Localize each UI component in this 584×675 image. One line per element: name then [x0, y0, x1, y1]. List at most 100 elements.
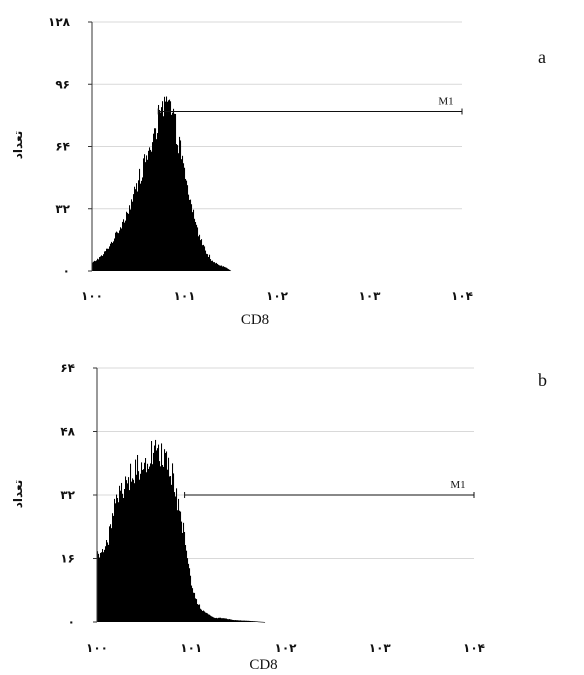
histogram-bar — [220, 265, 222, 271]
histogram-bar — [187, 558, 189, 622]
histogram-bar — [223, 266, 225, 271]
histogram-bar — [184, 167, 186, 271]
histogram-bar — [211, 260, 213, 271]
y-axis-label: تعداد — [11, 480, 25, 508]
histogram-bar — [116, 494, 118, 622]
histogram-bars — [97, 439, 266, 623]
histogram-bar — [116, 231, 118, 271]
histogram-bar — [149, 466, 151, 622]
histogram-bar — [168, 100, 170, 271]
histogram-bar — [157, 133, 159, 271]
histogram-bar — [177, 145, 179, 271]
histogram-bar — [148, 468, 150, 622]
histogram-bar — [112, 242, 114, 271]
marker-m1: M1 — [184, 479, 475, 498]
histogram-bar — [178, 153, 180, 271]
histogram-bar — [203, 244, 205, 271]
histogram-bar — [192, 588, 194, 622]
marker-label: M1 — [450, 479, 465, 491]
histogram-bar — [167, 469, 169, 622]
histogram-bar — [179, 510, 181, 622]
histogram-panel-b: b تعداد ۰ ۱۶ ۳۲ ۴۸ ۶۴ ۱۰۰ ۱۰۱ ۱۰۲ ۱۰۳ ۱۰… — [11, 361, 547, 673]
histogram-bar — [183, 163, 185, 271]
histogram-bar — [121, 482, 123, 622]
histogram-bar — [111, 528, 113, 622]
histogram-bar — [147, 159, 149, 271]
histogram-bar — [115, 503, 117, 622]
histogram-bar — [194, 218, 196, 271]
histogram-bar — [216, 617, 218, 622]
x-ticks: ۱۰۰ ۱۰۱ ۱۰۲ ۱۰۳ ۱۰۴ — [86, 641, 485, 655]
histogram-bar — [176, 144, 178, 271]
histogram-bar — [213, 262, 215, 271]
histogram-bar — [251, 621, 253, 622]
histogram-bar — [103, 254, 105, 271]
histogram-bar — [189, 568, 191, 622]
histogram-bar — [197, 227, 199, 271]
histogram-bar — [196, 224, 198, 271]
histogram-bar — [156, 450, 158, 622]
histogram-bar — [123, 219, 125, 271]
histogram-bar — [203, 610, 205, 622]
histogram-bar — [263, 621, 265, 623]
x-tick-label: ۱۰۲ — [266, 289, 289, 303]
histogram-bar — [222, 618, 224, 622]
histogram-bar — [96, 260, 98, 271]
histogram-bar — [250, 620, 252, 622]
histogram-bar — [128, 477, 130, 622]
histogram-bar — [114, 498, 116, 622]
histogram-bar — [166, 451, 168, 622]
histogram-bar — [131, 481, 133, 622]
histogram-bar — [109, 526, 111, 622]
histogram-bar — [122, 221, 124, 271]
histogram-bar — [202, 245, 204, 271]
histogram-bar — [127, 483, 129, 622]
histogram-bar — [129, 205, 131, 271]
histogram-bar — [112, 513, 114, 622]
histogram-bar — [114, 238, 116, 271]
histogram-bar — [213, 617, 215, 622]
histogram-bar — [132, 478, 134, 622]
histogram-bar — [192, 212, 194, 271]
histogram-bar — [133, 479, 135, 622]
histogram-bar — [230, 619, 232, 622]
y-tick-label: ۰ — [63, 264, 70, 278]
histogram-bar — [186, 180, 188, 271]
histogram-bar — [122, 493, 124, 622]
histogram-bar — [123, 497, 125, 622]
histogram-bar — [238, 620, 240, 622]
histogram-bar — [225, 618, 227, 622]
histogram-bar — [207, 254, 209, 271]
histogram-bar — [255, 621, 257, 622]
histogram-bar — [126, 480, 128, 622]
histogram-bar — [177, 510, 179, 622]
x-tick-label: ۱۰۰ — [81, 289, 103, 303]
histogram-bar — [99, 257, 101, 271]
y-ticks: ۰ ۱۶ ۳۲ ۴۸ ۶۴ — [60, 361, 97, 629]
y-tick-label: ۹۶ — [55, 77, 70, 91]
histogram-bar — [258, 621, 260, 623]
histogram-bar — [107, 248, 109, 271]
histogram-bar — [217, 618, 219, 622]
histogram-bar — [151, 151, 153, 271]
histogram-bar — [134, 483, 136, 622]
histogram-bar — [226, 618, 228, 622]
histogram-bar — [254, 621, 256, 622]
histogram-bar — [195, 221, 197, 271]
histogram-bar — [224, 618, 226, 622]
histogram-bar — [209, 614, 211, 622]
histogram-bar — [204, 611, 206, 622]
histogram-bar — [136, 183, 138, 271]
histogram-bar — [190, 575, 192, 622]
histogram-bar — [237, 620, 239, 622]
histogram-bar — [150, 149, 152, 271]
histogram-bar — [171, 114, 173, 271]
histogram-bar — [179, 136, 181, 271]
histogram-bar — [139, 479, 141, 622]
histogram-bar — [174, 492, 176, 622]
histogram-bar — [245, 620, 247, 622]
x-tick-label: ۱۰۴ — [463, 641, 485, 655]
histogram-bar — [138, 180, 140, 271]
histogram-bar — [185, 178, 187, 271]
histogram-bar — [140, 183, 142, 271]
